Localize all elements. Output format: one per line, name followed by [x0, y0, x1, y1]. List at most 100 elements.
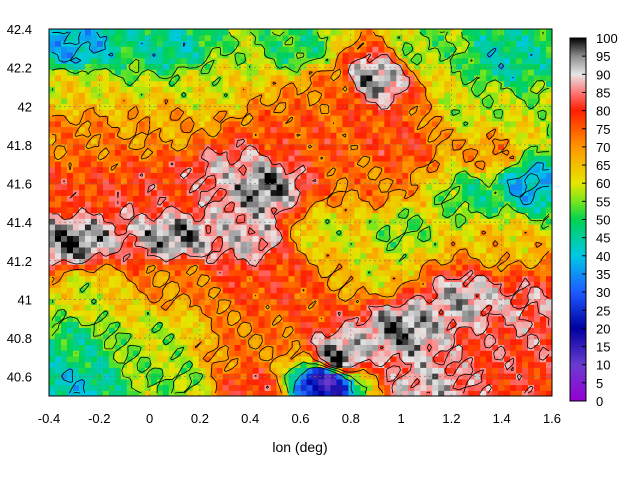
- heatmap-cell: [288, 166, 296, 173]
- heatmap-cell: [498, 235, 505, 242]
- heatmap-cell: [480, 229, 487, 237]
- heatmap-cell: [66, 86, 74, 93]
- heatmap-cell: [264, 258, 272, 265]
- heatmap-cell: [516, 149, 523, 156]
- heatmap-cell: [510, 223, 517, 231]
- heatmap-cell: [468, 281, 475, 288]
- heatmap-cell: [258, 103, 266, 110]
- heatmap-cell: [450, 195, 457, 202]
- heatmap-cell: [318, 74, 326, 82]
- heatmap-cell: [54, 74, 62, 82]
- heatmap-cell: [330, 132, 338, 139]
- heatmap-cell: [522, 172, 529, 179]
- heatmap-cell: [258, 338, 266, 345]
- heatmap-cell: [270, 321, 278, 328]
- heatmap-cell: [78, 126, 86, 133]
- heatmap-cell: [414, 287, 421, 294]
- heatmap-cell: [252, 92, 260, 99]
- heatmap-cell: [216, 390, 224, 396]
- heatmap-cell: [360, 269, 367, 277]
- heatmap-cell: [480, 109, 487, 116]
- heatmap-cell: [156, 115, 164, 122]
- heatmap-cell: [486, 166, 493, 173]
- heatmap-cell: [366, 241, 373, 248]
- heatmap-cell: [456, 69, 463, 76]
- heatmap-cell: [108, 172, 116, 179]
- heatmap-cell: [492, 378, 499, 386]
- heatmap-cell: [72, 367, 80, 374]
- heatmap-cell: [54, 189, 62, 196]
- heatmap-cell: [366, 103, 373, 110]
- heatmap-cell: [396, 149, 403, 156]
- heatmap-cell: [444, 160, 451, 168]
- heatmap-cell: [138, 149, 146, 156]
- heatmap-cell: [240, 269, 248, 277]
- heatmap-cell: [408, 355, 415, 363]
- heatmap-cell: [348, 246, 355, 254]
- heatmap-cell: [384, 241, 391, 248]
- heatmap-cell: [378, 132, 385, 139]
- heatmap-cell: [270, 390, 278, 396]
- heatmap-cell: [498, 309, 505, 317]
- heatmap-cell: [318, 390, 326, 396]
- heatmap-cell: [408, 97, 415, 105]
- heatmap-cell: [408, 178, 415, 185]
- heatmap-cell: [378, 338, 385, 345]
- heatmap-cell: [384, 350, 391, 357]
- heatmap-cell: [312, 275, 320, 282]
- heatmap-cell: [396, 86, 403, 93]
- heatmap-cell: [408, 109, 415, 116]
- heatmap-cell: [414, 258, 421, 265]
- heatmap-cell: [138, 109, 146, 116]
- heatmap-cell: [378, 160, 385, 168]
- heatmap-cell: [420, 235, 427, 242]
- heatmap-cell: [228, 126, 236, 133]
- heatmap-cell: [468, 206, 475, 214]
- heatmap-cell: [402, 315, 409, 323]
- heatmap-cell: [132, 298, 140, 305]
- heatmap-cell: [204, 235, 212, 242]
- heatmap-cell: [378, 126, 385, 133]
- heatmap-cell: [156, 201, 164, 208]
- heatmap-cell: [174, 390, 182, 396]
- heatmap-cell: [438, 229, 445, 237]
- heatmap-cell: [312, 309, 320, 317]
- heatmap-cell: [276, 264, 284, 271]
- heatmap-cell: [180, 292, 188, 300]
- heatmap-cell: [180, 201, 188, 208]
- heatmap-cell: [90, 126, 98, 133]
- heatmap-cell: [462, 63, 469, 70]
- heatmap-cell: [330, 332, 338, 340]
- heatmap-cell: [474, 223, 481, 231]
- heatmap-cell: [96, 350, 104, 357]
- heatmap-cell: [462, 264, 469, 271]
- heatmap-cell: [114, 183, 122, 191]
- heatmap-cell: [276, 166, 284, 173]
- heatmap-cell: [78, 332, 86, 340]
- heatmap-cell: [84, 86, 92, 93]
- heatmap-cell: [168, 155, 176, 162]
- heatmap-cell: [450, 86, 457, 93]
- heatmap-cell: [528, 115, 535, 122]
- heatmap-cell: [318, 344, 326, 351]
- heatmap-cell: [504, 126, 511, 133]
- heatmap-cell: [318, 103, 326, 110]
- heatmap-cell: [474, 189, 481, 196]
- heatmap-cell: [66, 258, 74, 265]
- heatmap-cell: [204, 74, 212, 82]
- heatmap-cell: [144, 327, 152, 334]
- heatmap-cell: [252, 69, 260, 76]
- heatmap-cell: [264, 367, 272, 374]
- heatmap-cell: [306, 137, 314, 145]
- heatmap-cell: [366, 160, 373, 168]
- heatmap-cell: [300, 132, 308, 139]
- heatmap-cell: [72, 69, 80, 76]
- heatmap-cell: [348, 63, 355, 70]
- heatmap-cell: [528, 269, 535, 277]
- heatmap-cell: [546, 338, 552, 345]
- heatmap-cell: [474, 252, 481, 259]
- heatmap-cell: [216, 321, 224, 328]
- heatmap-cell: [276, 361, 284, 368]
- heatmap-cell: [348, 115, 355, 122]
- heatmap-cell: [318, 149, 326, 156]
